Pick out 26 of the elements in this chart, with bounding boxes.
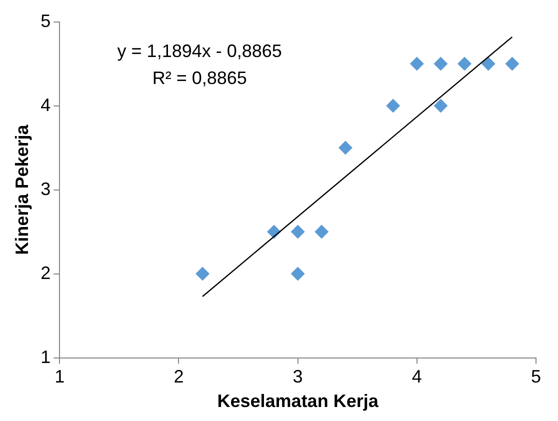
point [196,266,210,281]
x-tick-label: 4 [412,366,422,387]
y-tick-label: 2 [40,262,51,283]
annotation: y = 1,1894x - 0,8865 [117,40,282,61]
point [338,140,352,155]
y-tick-label: 5 [40,10,51,31]
x-tick-label: 2 [174,366,184,387]
point [458,56,472,71]
x-tick-label: 1 [54,366,65,387]
point [481,56,496,71]
x-tick-label: 5 [530,366,542,387]
point [434,98,448,113]
point [290,224,305,239]
y-tick-label: 3 [40,178,51,199]
x-axis-title: Keselamatan Kerja [217,391,380,412]
point [434,56,448,71]
y-axis-title: Kinerja Pekerja [12,124,32,255]
y-tick-label: 1 [40,346,51,367]
point [314,224,329,239]
point [290,266,305,281]
x-tick-label: 3 [292,366,303,387]
point [410,56,424,71]
point [505,56,520,71]
annotation: R² = 0,8865 [152,68,247,88]
point [386,98,400,113]
y-tick-label: 4 [40,94,51,115]
